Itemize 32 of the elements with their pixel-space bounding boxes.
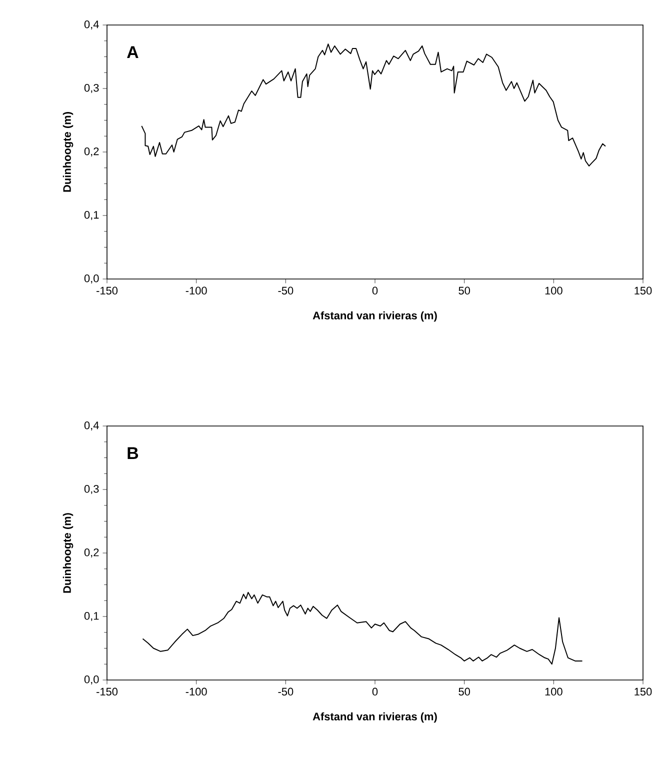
y-tick-label: 0,1 (84, 210, 99, 220)
x-tick-label: 50 (458, 286, 470, 295)
x-tick-label: 50 (458, 688, 470, 696)
x-axis-title: Afstand van rivieras (m) (312, 712, 437, 723)
y-axis-title: Duinhoogte (m) (62, 513, 74, 593)
y-tick-label: 0,1 (84, 612, 99, 622)
y-axis-title: Duinhoogte (m) (62, 112, 74, 192)
y-tick-label: 0,3 (84, 84, 99, 94)
y-tick-label: 0,3 (84, 484, 99, 494)
x-tick-label: 0 (372, 286, 378, 295)
x-tick-label: -150 (96, 688, 118, 696)
x-axis-title: Afstand van rivieras (m) (312, 311, 437, 322)
x-tick-label: -100 (186, 286, 207, 295)
y-tick-label: 0,2 (84, 548, 99, 558)
x-tick-label: 100 (545, 286, 562, 295)
x-tick-label: 150 (634, 286, 652, 295)
y-tick-label: 0,0 (84, 675, 99, 685)
annotation: A (127, 46, 138, 58)
x-tick-label: -50 (278, 688, 294, 696)
annotation: B (128, 447, 138, 459)
y-tick-label: 0,4 (84, 421, 99, 431)
line-series (142, 592, 583, 665)
x-tick-label: -100 (186, 688, 207, 696)
line-series (141, 44, 606, 166)
x-tick-label: 150 (634, 688, 652, 696)
x-tick-label: -50 (278, 286, 294, 295)
y-tick-label: 0,0 (84, 274, 99, 284)
y-tick-label: 0,2 (84, 147, 99, 157)
y-tick-label: 0,4 (84, 20, 99, 30)
x-tick-label: -150 (96, 286, 118, 295)
x-tick-label: 0 (372, 688, 378, 696)
x-tick-label: 100 (545, 688, 562, 696)
